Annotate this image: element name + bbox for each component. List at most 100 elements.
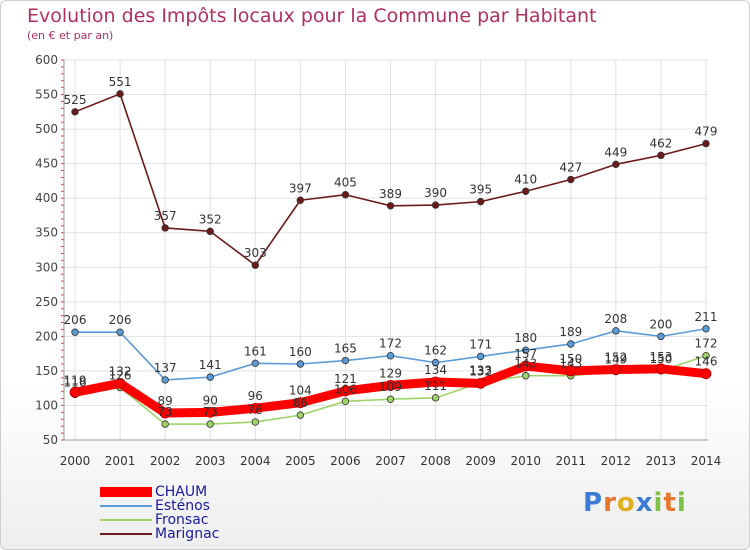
data-point-marignac bbox=[431, 201, 440, 209]
data-label-fronsac: 172 bbox=[695, 337, 718, 351]
data-label-est-nos: 211 bbox=[695, 310, 718, 324]
legend-swatch-marignac bbox=[100, 533, 152, 535]
chart-title: Evolution des Impôts locaux pour la Comm… bbox=[27, 5, 597, 27]
data-label-fronsac: 150 bbox=[649, 352, 672, 366]
data-label-marignac: 357 bbox=[154, 209, 177, 223]
data-label-marignac: 462 bbox=[649, 136, 672, 150]
y-tick-label: 300 bbox=[35, 260, 58, 274]
data-point-fronsac bbox=[161, 420, 169, 428]
data-label-chaum: 150 bbox=[559, 352, 582, 366]
data-point-marignac bbox=[116, 90, 124, 98]
proxiti-logo: Proxiti bbox=[583, 488, 687, 518]
y-tick-label: 150 bbox=[35, 364, 58, 378]
legend-swatch-chaum bbox=[100, 487, 152, 497]
x-tick-label: 2001 bbox=[105, 454, 136, 468]
data-point-marignac bbox=[161, 224, 169, 232]
data-label-marignac: 352 bbox=[199, 212, 222, 226]
data-point-marignac bbox=[296, 196, 305, 204]
data-label-chaum: 157 bbox=[514, 347, 537, 361]
data-point-fronsac bbox=[341, 397, 350, 406]
data-label-chaum: 132 bbox=[109, 364, 132, 378]
data-label-est-nos: 160 bbox=[289, 345, 312, 359]
data-label-est-nos: 141 bbox=[199, 358, 222, 372]
data-point-marignac bbox=[251, 261, 259, 269]
data-point-chaum bbox=[159, 407, 171, 419]
data-label-est-nos: 162 bbox=[424, 344, 447, 358]
data-label-chaum: 104 bbox=[289, 384, 312, 398]
data-label-fronsac: 116 bbox=[64, 375, 87, 389]
data-point-est-nos bbox=[657, 332, 665, 341]
logo-letter: x bbox=[635, 488, 654, 518]
y-tick-label: 500 bbox=[35, 122, 58, 136]
data-label-chaum: 153 bbox=[649, 350, 672, 364]
data-label-fronsac: 126 bbox=[109, 368, 132, 382]
data-point-fronsac bbox=[251, 418, 259, 426]
logo-letter: i bbox=[653, 488, 664, 518]
data-label-fronsac: 73 bbox=[158, 405, 173, 419]
y-tick-label: 600 bbox=[35, 53, 58, 67]
data-label-marignac: 551 bbox=[109, 75, 132, 89]
data-label-fronsac: 111 bbox=[424, 379, 447, 393]
data-label-marignac: 405 bbox=[334, 176, 357, 190]
data-point-chaum bbox=[69, 386, 81, 398]
data-point-est-nos bbox=[206, 373, 214, 381]
data-label-est-nos: 180 bbox=[514, 331, 537, 345]
data-point-marignac bbox=[522, 187, 530, 195]
data-point-marignac bbox=[567, 175, 575, 184]
data-label-fronsac: 143 bbox=[559, 357, 582, 371]
data-point-chaum bbox=[249, 402, 261, 414]
data-label-marignac: 410 bbox=[514, 172, 537, 186]
x-tick-label: 2014 bbox=[691, 454, 722, 468]
data-label-marignac: 303 bbox=[244, 246, 267, 260]
data-point-fronsac bbox=[386, 395, 395, 403]
data-label-chaum: 152 bbox=[604, 351, 627, 365]
data-label-est-nos: 200 bbox=[649, 317, 672, 331]
data-point-chaum bbox=[700, 368, 712, 380]
data-label-marignac: 449 bbox=[604, 145, 627, 159]
data-label-fronsac: 133 bbox=[469, 364, 492, 378]
data-point-fronsac bbox=[296, 411, 305, 419]
data-label-marignac: 390 bbox=[424, 186, 447, 200]
x-tick-label: 2013 bbox=[646, 454, 677, 468]
data-point-marignac bbox=[657, 151, 665, 160]
data-label-est-nos: 137 bbox=[154, 361, 177, 375]
data-point-est-nos bbox=[522, 346, 530, 354]
data-point-chaum bbox=[385, 380, 396, 391]
data-label-chaum: 146 bbox=[695, 355, 718, 369]
data-point-est-nos bbox=[567, 340, 575, 348]
logo-letter: o bbox=[616, 488, 636, 518]
data-label-fronsac: 86 bbox=[293, 396, 308, 410]
data-label-fronsac: 73 bbox=[203, 405, 218, 419]
data-point-chaum bbox=[340, 385, 351, 397]
y-tick-label: 200 bbox=[35, 329, 58, 343]
x-tick-label: 2008 bbox=[420, 454, 451, 468]
data-point-est-nos bbox=[476, 352, 485, 361]
data-label-chaum: 96 bbox=[248, 389, 263, 403]
legend-label-estenos: Esténos bbox=[155, 498, 210, 514]
data-point-fronsac bbox=[522, 372, 530, 380]
data-label-marignac: 389 bbox=[379, 187, 402, 201]
x-tick-label: 2009 bbox=[465, 454, 496, 468]
legend-label-marignac: Marignac bbox=[155, 526, 220, 542]
data-point-fronsac bbox=[431, 394, 440, 402]
logo-letter: t bbox=[663, 488, 677, 518]
x-tick-label: 2003 bbox=[195, 454, 226, 468]
data-label-marignac: 525 bbox=[64, 93, 87, 107]
data-label-fronsac: 76 bbox=[248, 403, 263, 417]
data-label-chaum: 90 bbox=[203, 393, 218, 407]
data-point-est-nos bbox=[116, 328, 124, 336]
data-label-est-nos: 171 bbox=[469, 337, 492, 351]
y-tick-label: 450 bbox=[35, 157, 58, 171]
data-point-fronsac bbox=[702, 352, 710, 360]
data-point-chaum bbox=[565, 365, 577, 377]
data-point-est-nos bbox=[702, 325, 710, 333]
x-tick-label: 2002 bbox=[150, 454, 181, 468]
logo-letter: r bbox=[603, 488, 617, 518]
data-label-fronsac: 106 bbox=[334, 382, 357, 396]
data-label-est-nos: 189 bbox=[559, 325, 582, 339]
x-tick-label: 2007 bbox=[375, 454, 406, 468]
data-label-est-nos: 172 bbox=[379, 337, 402, 351]
data-point-chaum bbox=[430, 376, 441, 388]
data-label-chaum: 134 bbox=[424, 363, 447, 377]
data-point-chaum bbox=[520, 360, 532, 372]
